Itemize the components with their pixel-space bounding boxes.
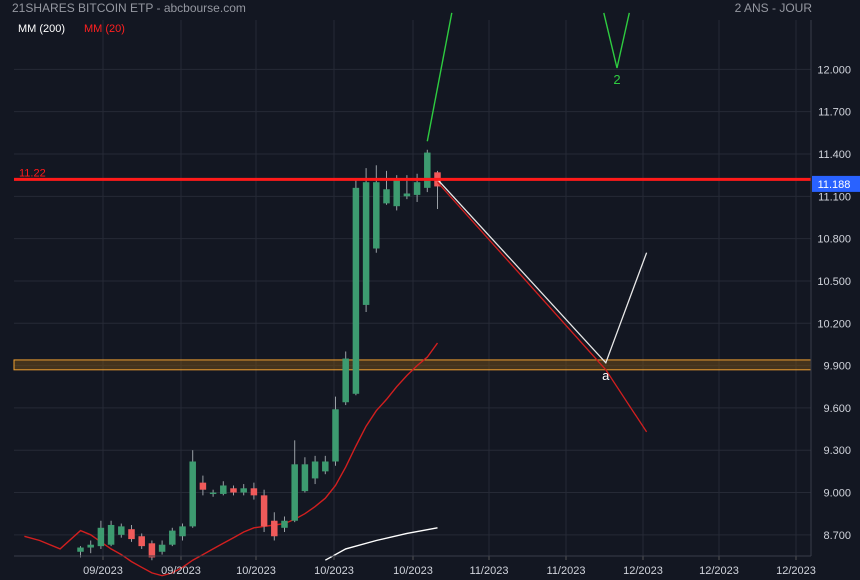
x-tick-label: 10/2023 [236,565,276,577]
y-tick-label: 9.000 [823,488,851,500]
candle-body [342,358,349,403]
candle-body [393,179,400,207]
wave-label-a: a [602,368,610,383]
wave-line-right [603,12,630,69]
projection-red-line [437,181,648,433]
projection-lines: 2a [426,12,648,433]
y-tick-label: 11.100 [818,191,851,203]
candles [77,149,441,561]
candle-body [281,520,288,528]
y-tick-label: 8.700 [823,530,851,542]
x-tick-label: 10/2023 [393,565,433,577]
y-tick-label: 9.300 [823,445,851,457]
x-tick-label: 09/2023 [83,565,123,577]
candle-body [240,488,247,493]
y-tick-label: 11.400 [818,149,851,161]
grid [14,20,811,556]
candle-body [97,527,105,547]
candle-body [87,544,94,548]
candle-body [322,461,329,472]
candle-body [352,187,360,394]
moving-averages [24,342,439,577]
x-tick-label: 11/2023 [470,565,509,577]
resistance: 11.22 11.188 [14,167,860,192]
ma200-line [324,527,438,561]
candle-body [424,152,431,188]
candle-body [199,482,207,490]
candle-body [260,495,268,527]
candle-body [373,182,380,249]
candle-body [230,488,237,493]
y-tick-label: 10.200 [817,318,851,330]
candle-body [138,536,145,547]
y-tick-label: 12.000 [817,64,851,76]
candle-body [403,193,411,197]
candle-body [383,189,390,204]
candle-body [77,547,84,552]
candle-body [250,488,258,496]
candle-body [189,461,196,527]
candle-body [179,526,186,537]
x-tick-label: 12/2023 [699,565,739,577]
last-price-badge [812,175,860,192]
candle-body [158,544,166,552]
ma20-line [24,342,439,577]
y-tick-label: 11.700 [818,107,851,119]
projection-white-line [437,178,648,365]
chart-title: 21SHARES BITCOIN ETP - abcbourse.com [12,1,246,15]
x-tick-label: 11/2023 [547,565,586,577]
candle-body [128,529,135,540]
candle-body [209,492,217,495]
axes: 8.700 9.000 9.300 9.600 9.900 10.200 10.500 10.… [14,20,851,577]
support-zone-rect [13,359,812,371]
candle-body [291,464,298,521]
y-tick-label: 9.600 [823,403,851,415]
candle-body [118,526,125,535]
y-tick-label: 9.900 [823,361,851,373]
candle-body [362,182,370,305]
wave-label-2: 2 [613,72,620,87]
chart-period: 2 ANS - JOUR [734,1,812,15]
support-zone [13,359,812,371]
y-tick-label: 10.500 [817,276,851,288]
candle-body [148,543,156,558]
candle-body [107,524,115,545]
x-tick-label: 09/2023 [161,565,201,577]
candle-body [332,409,339,462]
candle-body [311,461,319,479]
wave-line-left [426,12,453,142]
candle-body [271,520,278,537]
candle-body [413,182,421,195]
y-tick-label: 10.800 [817,234,851,246]
legend-ma20[interactable]: MM (20) [84,23,125,35]
resistance-label: 11.22 [19,167,46,179]
x-tick-label: 12/2023 [776,565,816,577]
last-price-label: 11.188 [818,179,851,191]
candle-body [169,530,176,545]
candle-body [220,485,227,494]
x-tick-label: 12/2023 [623,565,663,577]
x-tick-label: 10/2023 [314,565,354,577]
candle-body [301,464,309,492]
legend-ma200[interactable]: MM (200) [18,23,66,35]
